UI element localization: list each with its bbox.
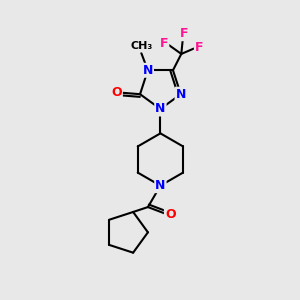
Text: F: F [179,27,188,40]
Text: F: F [195,41,203,55]
Text: N: N [155,179,166,192]
Text: O: O [111,86,122,99]
Text: N: N [155,103,166,116]
Text: N: N [142,64,153,77]
Text: CH₃: CH₃ [130,41,152,52]
Text: N: N [176,88,186,101]
Text: O: O [165,208,175,221]
Text: F: F [160,37,168,50]
